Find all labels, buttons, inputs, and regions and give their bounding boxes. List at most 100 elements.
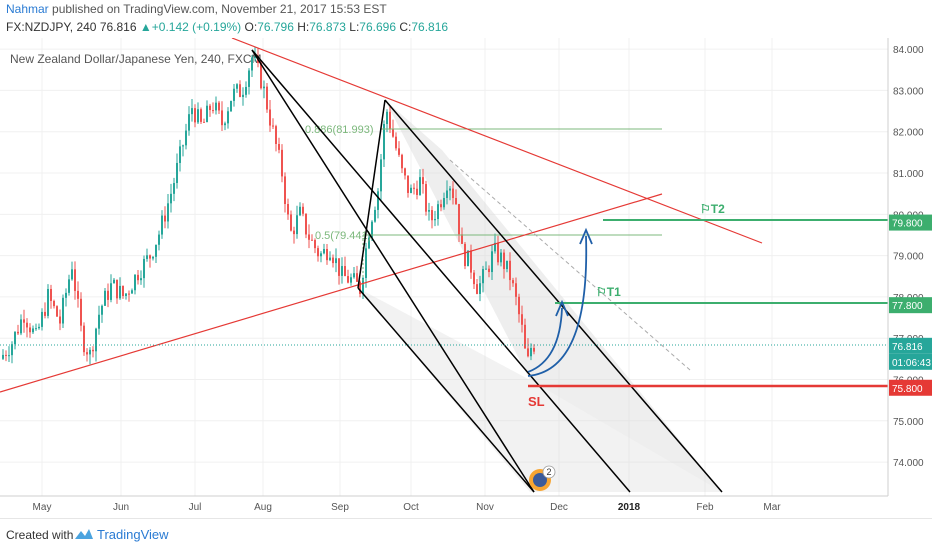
candle-body xyxy=(479,283,481,294)
channel-shade-lower xyxy=(358,288,722,492)
candle-body xyxy=(356,273,358,282)
candle-body xyxy=(269,109,271,126)
created-with-text: Created with xyxy=(6,528,74,542)
tradingview-link[interactable]: TradingView xyxy=(97,527,169,542)
candle-body xyxy=(335,258,337,264)
candle-body xyxy=(428,210,430,212)
candle-body xyxy=(455,198,457,205)
candle-body xyxy=(464,243,466,267)
candle-body xyxy=(494,242,496,252)
candle-body xyxy=(53,300,55,307)
candle-body xyxy=(86,352,88,355)
up-arrow-icon: ▲ xyxy=(139,20,152,34)
candle-body xyxy=(470,250,472,273)
candle-body xyxy=(176,162,178,184)
fib-label-05: 0.5(79.441) xyxy=(315,230,371,242)
time-tick: Dec xyxy=(550,502,568,513)
candle-body xyxy=(512,280,514,284)
candle-body xyxy=(416,188,418,195)
candle-body xyxy=(215,102,217,111)
candle-body xyxy=(338,258,340,276)
close-label: C: xyxy=(399,20,412,34)
candle-body xyxy=(164,215,166,222)
candle-body xyxy=(401,154,403,169)
candle-body xyxy=(320,253,322,257)
candle-body xyxy=(458,204,460,235)
price-labels: 79.800 77.800 76.816 01:06:43 75.800 xyxy=(889,214,932,396)
candle-body xyxy=(368,237,370,249)
price-chart[interactable]: New Zealand Dollar/Japanese Yen, 240, FX… xyxy=(0,38,932,518)
candle-body xyxy=(317,248,319,257)
candle-body xyxy=(365,248,367,278)
candle-body xyxy=(344,266,346,277)
candle-body xyxy=(155,244,157,257)
candle-body xyxy=(146,255,148,259)
candle-body xyxy=(527,348,529,357)
candle-body xyxy=(359,281,361,294)
candle-body xyxy=(323,248,325,254)
candle-body xyxy=(200,109,202,122)
price-label-text: 76.816 xyxy=(892,342,923,353)
candle-body xyxy=(377,191,379,210)
high-label: H: xyxy=(297,20,310,34)
candle-body xyxy=(290,214,292,231)
badge-count: 2 xyxy=(546,467,551,477)
candle-body xyxy=(293,230,295,235)
candle-body xyxy=(62,297,64,324)
candle-body xyxy=(497,242,499,263)
candle-body xyxy=(482,269,484,284)
candle-body xyxy=(224,123,226,126)
low-label: L: xyxy=(349,20,360,34)
candle-body xyxy=(305,213,307,235)
target-label-t2: ⚐T2 xyxy=(700,202,725,216)
channel-line-5 xyxy=(251,49,631,493)
candle-body xyxy=(413,187,415,189)
candle-body xyxy=(434,219,436,221)
candle-body xyxy=(248,70,250,87)
projection-arrow-t1 xyxy=(527,307,563,373)
author-link[interactable]: Nahmar xyxy=(6,2,49,16)
candle-body xyxy=(32,328,34,333)
candle-body xyxy=(398,148,400,155)
candle-body xyxy=(488,268,490,273)
price-label-box xyxy=(889,379,932,396)
chart-title: New Zealand Dollar/Japanese Yen, 240, FX… xyxy=(10,52,261,66)
candle-body xyxy=(443,197,445,208)
candle-body xyxy=(386,111,388,125)
candle-body xyxy=(299,206,301,216)
candle-body xyxy=(161,215,163,235)
candle-body xyxy=(23,319,25,323)
target-label-t1: ⚐T1 xyxy=(596,285,621,299)
candle-body xyxy=(17,331,19,334)
candle-body xyxy=(407,175,409,193)
open-value: 76.796 xyxy=(257,20,294,34)
candle-body xyxy=(245,86,247,95)
candle-body xyxy=(125,293,127,296)
candle-body xyxy=(521,314,523,325)
price-tick: 81.000 xyxy=(893,169,924,180)
candle-body xyxy=(272,125,274,127)
arrowhead-t1-icon xyxy=(555,299,569,317)
candle-body xyxy=(437,204,439,220)
candle-body xyxy=(431,210,433,221)
candle-body xyxy=(515,283,517,297)
candle-body xyxy=(380,159,382,192)
change-value: +0.142 (+0.19%) xyxy=(151,20,242,34)
time-axis[interactable]: May Jun Jul Aug Sep Oct Nov Dec 2018 Feb Mar xyxy=(33,502,782,513)
candle-body xyxy=(179,146,181,163)
price-label-text: 79.800 xyxy=(892,219,923,230)
last-price: 76.816 xyxy=(99,20,137,34)
price-label-text: 77.800 xyxy=(892,301,923,312)
candle-body xyxy=(251,57,253,71)
symbol-label[interactable]: FX:NZDJPY, 240 xyxy=(6,20,97,34)
candle-body xyxy=(173,183,175,194)
channel-line-2 xyxy=(357,287,535,493)
low-value: 76.696 xyxy=(359,20,396,34)
price-tick: 83.000 xyxy=(893,86,924,97)
candle-body xyxy=(266,86,268,110)
candle-body xyxy=(452,188,454,199)
candle-body xyxy=(2,354,4,359)
candle-body xyxy=(212,110,214,112)
candle-body xyxy=(71,269,73,280)
event-badge[interactable]: 2 xyxy=(529,465,556,491)
